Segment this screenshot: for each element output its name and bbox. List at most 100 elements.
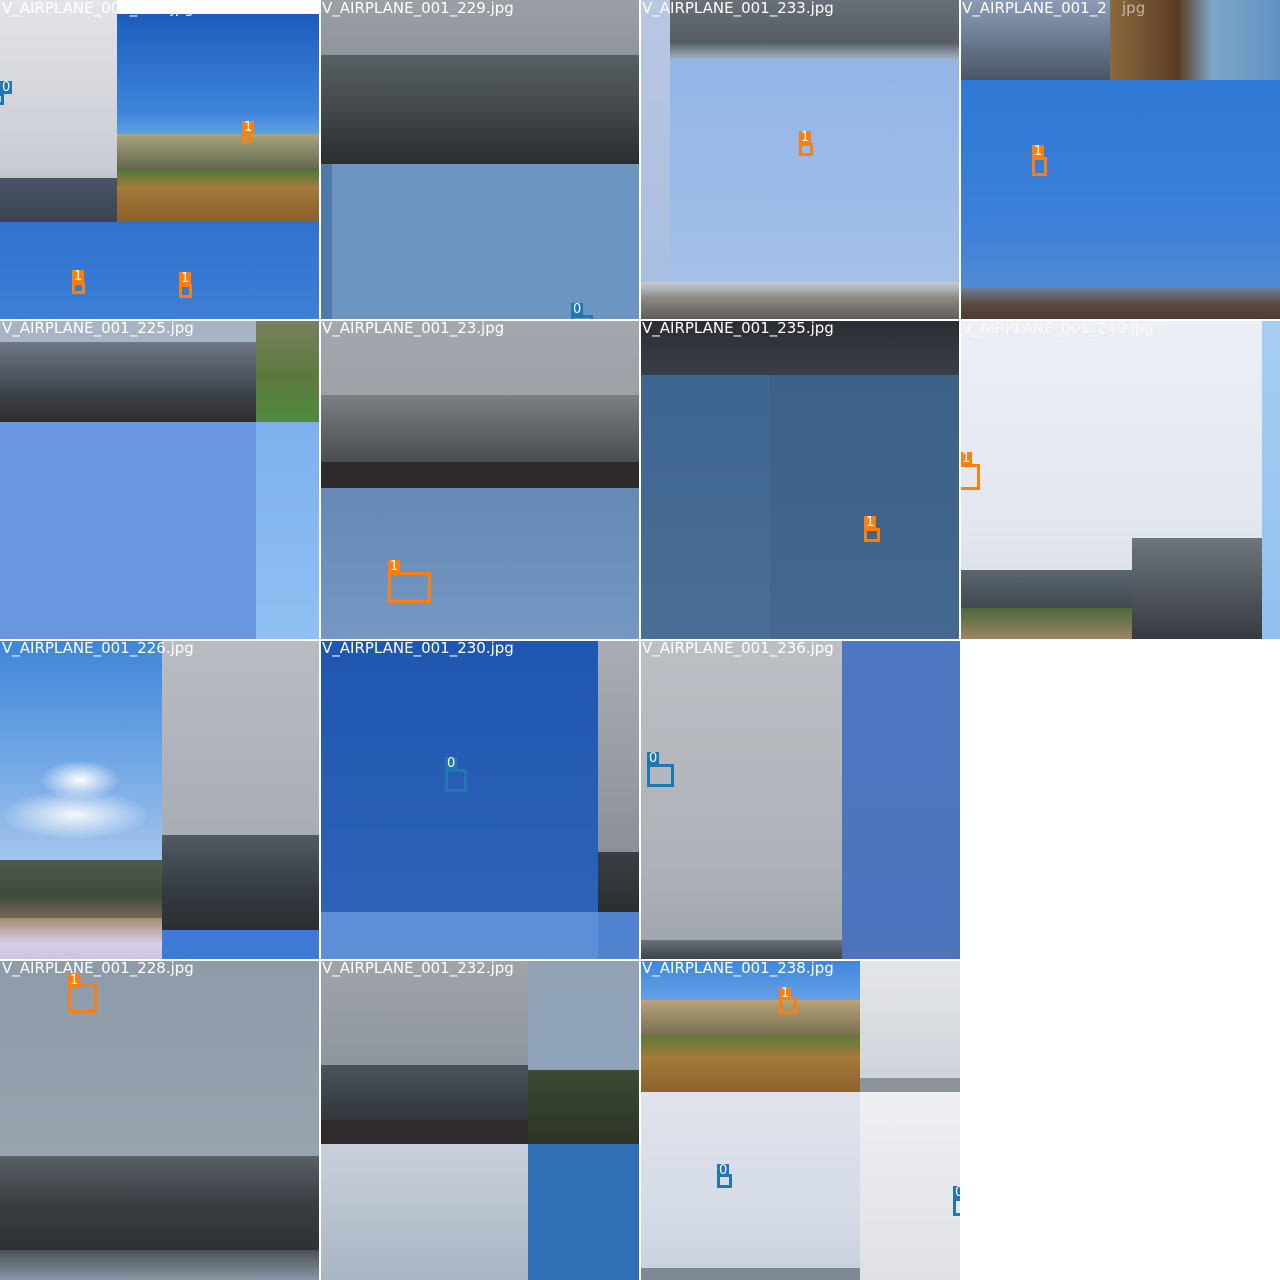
- field-region: [960, 608, 1132, 640]
- sky-region: [320, 1144, 528, 1280]
- bounding-box: [0, 93, 4, 105]
- sky-region: [640, 640, 842, 960]
- treeline-region: [117, 134, 320, 174]
- class-label: 1: [799, 130, 812, 145]
- tile-filename: V_AIRPLANE_001_223.jpg: [2, 0, 194, 17]
- mosaic-tile: V_AIRPLANE_001_240.jpg 1: [960, 320, 1280, 640]
- bounding-box: [72, 282, 85, 294]
- sky-region: [320, 488, 640, 640]
- class-label: 0: [445, 756, 458, 771]
- sky-region: [162, 930, 320, 960]
- bounding-box: [799, 143, 813, 156]
- mosaic-tile: V_AIRPLANE_001_226.jpg: [0, 640, 320, 960]
- sky-region: [640, 375, 770, 640]
- treeline-region: [320, 1065, 528, 1125]
- class-label: 1: [242, 120, 255, 135]
- grid-divider: [0, 639, 1280, 641]
- bounding-box: [571, 315, 593, 320]
- bounding-box: [445, 769, 467, 792]
- tile-filename: V_AIRPLANE_001_236.jpg: [642, 640, 834, 657]
- tile-filename: V_AIRPLANE_001_226.jpg: [2, 640, 194, 657]
- sky-region: [320, 164, 640, 320]
- class-label: 1: [779, 986, 792, 1001]
- grid-divider: [0, 959, 960, 961]
- coast-region: [1110, 0, 1280, 80]
- treeline-region: [640, 1000, 860, 1040]
- tile-filename: V_AIRPLANE_001_225.jpg: [2, 320, 194, 337]
- field-region: [0, 918, 162, 960]
- tile-filename: V_AIRPLANE_001_2: [962, 0, 1107, 17]
- treeline-region: [1132, 538, 1262, 640]
- bounding-box: [179, 284, 192, 298]
- treeline-region: [640, 320, 960, 375]
- sky-region: [598, 640, 640, 852]
- cloud-region: [0, 790, 150, 840]
- tile-filename-suffix: jpg: [1122, 0, 1146, 17]
- field-region: [0, 1250, 320, 1280]
- tile-filename: V_AIRPLANE_001_232.jpg: [322, 960, 514, 977]
- bounding-box: [953, 1198, 960, 1216]
- class-label: 0: [647, 751, 660, 766]
- mosaic-tile: V_AIRPLANE_001_229.jpg 0: [320, 0, 640, 320]
- tile-filename: V_AIRPLANE_001_233.jpg: [642, 0, 834, 17]
- class-label: 1: [388, 559, 401, 574]
- class-label: 1: [72, 269, 85, 284]
- mosaic-tile: V_AIRPLANE_001_228.jpg 1: [0, 960, 320, 1280]
- tile-filename: V_AIRPLANE_001_230.jpg: [322, 640, 514, 657]
- mosaic-tile: V_AIRPLANE_001_232.jpg: [320, 960, 640, 1280]
- sky-region: [1262, 320, 1280, 640]
- treeline-region: [670, 0, 960, 60]
- tile-filename: V_AIRPLANE_001_235.jpg: [642, 320, 834, 337]
- grid-divider: [0, 319, 1280, 321]
- sky-region: [0, 422, 256, 640]
- mosaic-tile: V_AIRPLANE_001_230.jpg 0: [320, 640, 640, 960]
- mosaic-tile: V_AIRPLANE_001_235.jpg 1: [640, 320, 960, 640]
- class-label: 0: [0, 80, 13, 95]
- treeline-region: [0, 1156, 320, 1250]
- bounding-box: [1032, 157, 1047, 176]
- tile-filename: V_AIRPLANE_001_238.jpg: [642, 960, 834, 977]
- bounding-box: [647, 764, 674, 787]
- treeline-region: [960, 288, 1280, 320]
- bounding-box: [960, 464, 980, 490]
- field-region: [320, 1120, 528, 1144]
- tile-filename: V_AIRPLANE_001_240.jpg: [962, 320, 1154, 337]
- mosaic-tile: V_AIRPLANE_001_236.jpg 0: [640, 640, 960, 960]
- treeline-region: [860, 1078, 960, 1092]
- sky-region: [162, 640, 320, 840]
- class-label: 0: [953, 1186, 960, 1199]
- bounding-box: [242, 133, 252, 144]
- tile-filename: V_AIRPLANE_001_229.jpg: [322, 0, 514, 17]
- mosaic-tile: V_AIRPLANE_001_238.jpg 1 0 0: [640, 960, 960, 1280]
- sky-region: [598, 912, 640, 960]
- bounding-box: [68, 983, 97, 1013]
- treeline-region: [640, 282, 960, 320]
- treeline-region: [320, 55, 640, 165]
- sky-region: [0, 960, 320, 1170]
- sky-region: [960, 0, 1110, 80]
- treeline-region: [528, 1070, 640, 1144]
- tile-filename: V_AIRPLANE_001_228.jpg: [2, 960, 194, 977]
- class-label: 1: [1032, 144, 1045, 159]
- class-label: 1: [179, 271, 192, 286]
- sky-region: [860, 960, 960, 1080]
- field-region: [256, 320, 320, 422]
- sky-region: [860, 1092, 960, 1280]
- sky-region: [528, 960, 640, 1070]
- tile-filename: V_AIRPLANE_001_23.jpg: [322, 320, 505, 337]
- class-label: 0: [571, 302, 584, 317]
- class-label: 1: [960, 451, 973, 466]
- sky-region: [320, 0, 640, 60]
- bounding-box: [864, 528, 880, 542]
- sky-region: [640, 0, 670, 320]
- sky-region: [320, 164, 332, 320]
- mosaic-tile: V_AIRPLANE_001_2 jpg 1: [960, 0, 1280, 320]
- sky-region: [770, 375, 960, 640]
- sky-region: [320, 960, 528, 1070]
- bounding-box: [388, 572, 431, 603]
- mosaic-tile: V_AIRPLANE_001_233.jpg 1: [640, 0, 960, 320]
- treeline-region: [162, 835, 320, 930]
- sky-region: [640, 1092, 860, 1280]
- field-region: [640, 1036, 860, 1092]
- class-label: 1: [864, 515, 877, 530]
